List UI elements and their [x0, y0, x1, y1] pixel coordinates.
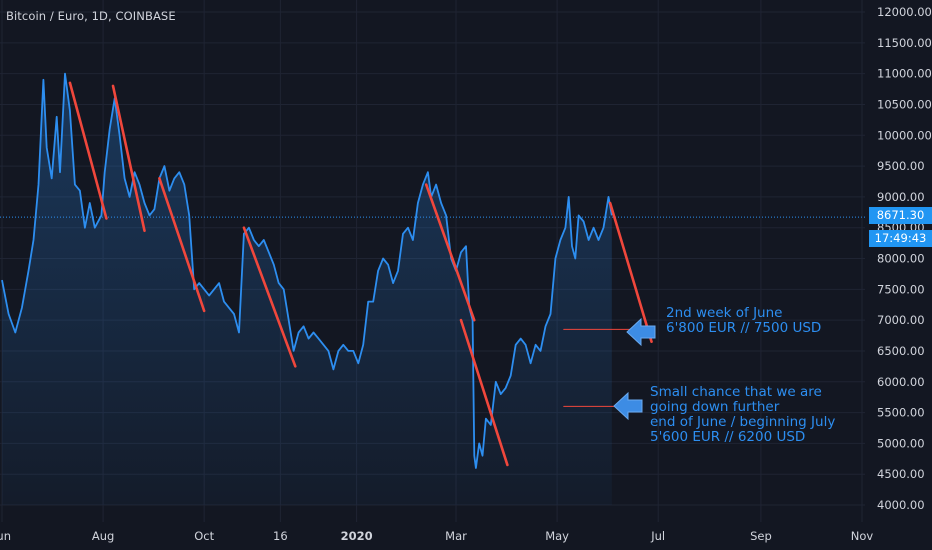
x-tick-label: Jun [0, 529, 11, 543]
trend-line [459, 318, 509, 467]
price-series-line [1, 72, 613, 469]
arrow-left-icon [626, 317, 656, 347]
trend-line [424, 183, 476, 322]
target-annotation: 2nd week of June 6'800 EUR // 7500 USD [666, 306, 821, 336]
y-tick-label: 8000.00 [877, 252, 925, 266]
x-tick-label: Jul [650, 529, 665, 543]
x-tick-label: 2020 [341, 529, 373, 543]
y-tick-label: 6000.00 [877, 375, 925, 389]
y-tick-label: 7000.00 [877, 313, 925, 327]
trend-line [111, 84, 146, 233]
last-price-tag: 8671.30 [869, 207, 932, 224]
y-tick-label: 12000.00 [877, 5, 932, 19]
chart-title: Bitcoin / Euro, 1D, COINBASE [6, 9, 176, 23]
price-area [2, 73, 612, 505]
y-tick-label: 5500.00 [877, 406, 925, 420]
x-tick-label: Aug [92, 529, 114, 543]
y-tick-label: 5000.00 [877, 436, 925, 450]
y-tick-label: 9500.00 [877, 159, 925, 173]
y-tick-label: 7500.00 [877, 282, 925, 296]
alt-annotation-line: 5'600 EUR // 6200 USD [650, 429, 806, 445]
alt-annotation: Small chance that we are going down furt… [650, 385, 835, 445]
trend-line [158, 177, 206, 313]
y-tick-label: 9000.00 [877, 190, 925, 204]
trend-line [608, 201, 653, 343]
arrow-left-icon [613, 391, 643, 421]
trend-line [68, 81, 108, 220]
x-tick-label: Nov [851, 529, 874, 543]
target-annotation-line: 2nd week of June [666, 305, 783, 321]
countdown-tag: 17:49:43 [869, 230, 932, 247]
alt-annotation-line: end of June / beginning July [650, 414, 836, 430]
x-tick-label: May [545, 529, 569, 543]
x-tick-label: Mar [445, 529, 467, 543]
y-tick-label: 6500.00 [877, 344, 925, 358]
y-tick-label: 11000.00 [877, 67, 932, 81]
y-tick-label: 11500.00 [877, 36, 932, 50]
x-tick-label: Sep [750, 529, 772, 543]
x-tick-label: Oct [194, 529, 214, 543]
target-annotation-line: 6'800 EUR // 7500 USD [666, 320, 822, 336]
alt-annotation-line: going down further [650, 399, 780, 415]
y-tick-label: 4000.00 [877, 498, 925, 512]
alt-annotation-line: Small chance that we are [650, 384, 822, 400]
y-tick-label: 4500.00 [877, 467, 925, 481]
y-tick-label: 10000.00 [877, 128, 932, 142]
trend-line [242, 226, 297, 368]
x-tick-label: 16 [273, 529, 288, 543]
y-tick-label: 10500.00 [877, 97, 932, 111]
